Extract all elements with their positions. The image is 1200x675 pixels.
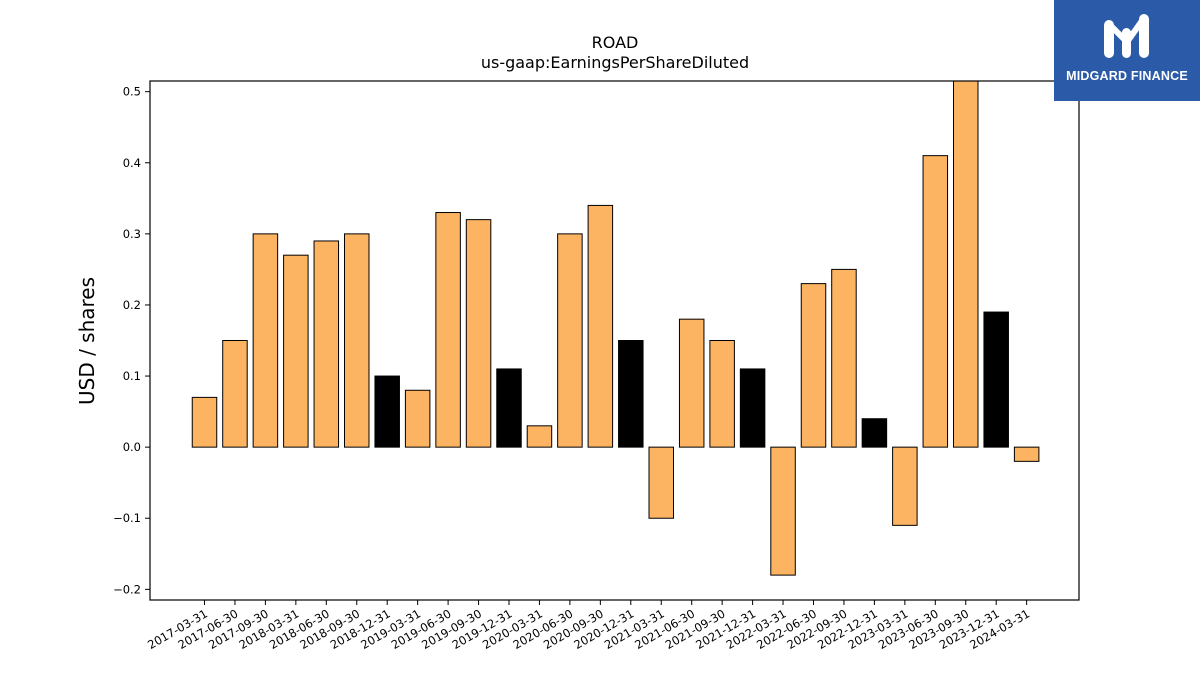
bar-2023-03-31 <box>892 446 918 526</box>
bar-2022-12-31 <box>861 418 888 448</box>
bar-2020-09-30 <box>587 204 614 448</box>
bars-group <box>191 80 1040 576</box>
y-tick-label: −0.1 <box>113 511 141 525</box>
bar-2017-06-30 <box>222 340 248 448</box>
bar-2017-03-31 <box>191 396 218 448</box>
bar-2018-06-30 <box>313 240 340 448</box>
y-axis-ticks: −0.2 −0.1 0.0 0.1 0.2 0.3 0.4 0.5 <box>113 85 150 596</box>
bar-2018-09-30 <box>344 233 370 448</box>
bar-2021-06-30 <box>678 318 705 448</box>
x-axis-ticks: 2017-03-312017-06-302017-09-302018-03-31… <box>145 600 1032 652</box>
bar-2018-03-31 <box>283 254 309 448</box>
bar-2017-09-30 <box>252 233 279 448</box>
bar-2020-03-31 <box>526 425 553 448</box>
bar-2021-09-30 <box>709 340 735 448</box>
chart-title: ROAD <box>592 33 639 52</box>
bar-2024-03-31 <box>1013 446 1040 462</box>
bar-2023-06-30 <box>922 155 949 448</box>
bar-2023-09-30 <box>953 80 979 448</box>
y-axis-label: USD / shares <box>75 277 99 405</box>
bar-2019-06-30 <box>435 212 461 448</box>
bar-2022-03-31 <box>770 446 796 576</box>
plot-frame <box>149 80 1080 601</box>
y-tick-label: 0.2 <box>123 298 141 312</box>
bar-2023-12-31 <box>983 311 1009 448</box>
bar-2021-12-31 <box>739 368 766 448</box>
bar-2019-12-31 <box>496 368 522 448</box>
brand-name: MIDGARD FINANCE <box>1066 69 1188 83</box>
y-tick-label: 0.0 <box>123 440 141 454</box>
brand-logo: MIDGARD FINANCE <box>1054 0 1200 101</box>
bar-2020-06-30 <box>557 233 583 448</box>
y-tick-label: 0.4 <box>123 156 141 170</box>
bar-2019-03-31 <box>404 389 431 448</box>
y-tick-label: 0.1 <box>123 369 141 383</box>
chart-subtitle: us-gaap:EarningsPerShareDiluted <box>481 53 749 72</box>
y-tick-label: 0.5 <box>123 85 141 99</box>
bar-2019-09-30 <box>465 219 492 448</box>
y-tick-label: −0.2 <box>113 582 141 596</box>
y-tick-label: 0.3 <box>123 227 141 241</box>
bar-2022-06-30 <box>800 283 827 448</box>
bar-2021-03-31 <box>648 446 674 519</box>
midgard-m-icon <box>1104 14 1149 58</box>
bar-2020-12-31 <box>618 340 644 448</box>
bar-2018-12-31 <box>374 375 400 448</box>
bar-2022-09-30 <box>831 268 857 448</box>
